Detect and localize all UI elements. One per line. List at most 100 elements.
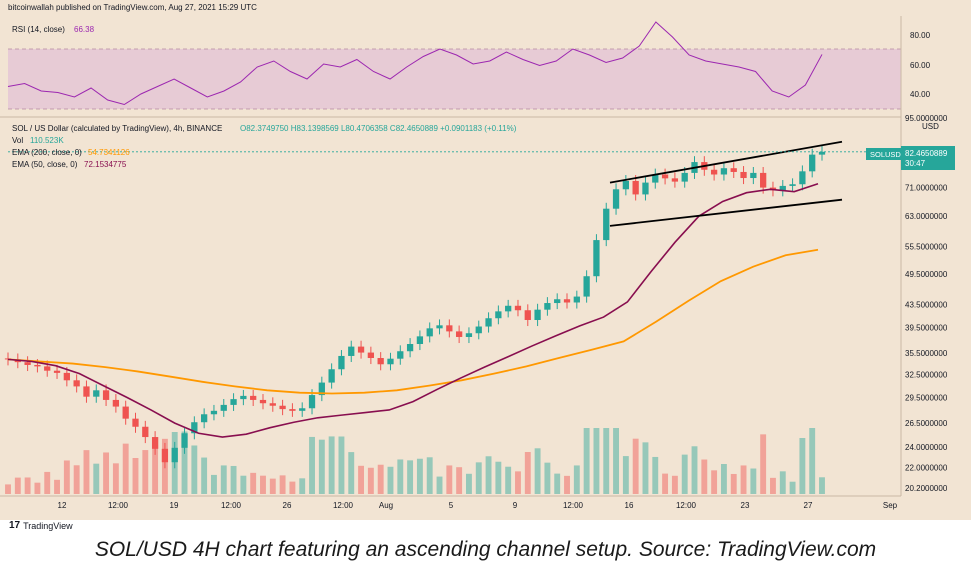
figure-caption: SOL/USD 4H chart featuring an ascending … bbox=[94, 538, 877, 561]
price-axis[interactable]: 95.0000000 USD 82.4650889 71.0000000 63.00… bbox=[905, 114, 948, 493]
candle-body bbox=[603, 208, 610, 241]
channel-upper-line[interactable] bbox=[609, 140, 843, 184]
price-tick-label: 29.5000000 bbox=[905, 393, 948, 402]
volume-bar bbox=[691, 446, 698, 494]
price-tick-label: 71.0000000 bbox=[905, 184, 948, 193]
candle-body bbox=[760, 172, 767, 188]
candle-body bbox=[534, 309, 541, 320]
volume-bar bbox=[652, 456, 659, 494]
volume-bar bbox=[515, 471, 521, 494]
volume-bar bbox=[34, 482, 41, 494]
volume-bar bbox=[240, 475, 247, 494]
candle-body bbox=[720, 168, 728, 175]
volume-bar bbox=[73, 465, 80, 494]
volume-bar bbox=[809, 428, 816, 494]
candle-body bbox=[563, 299, 571, 303]
volume-bar bbox=[289, 481, 296, 494]
volume-bar bbox=[730, 473, 737, 494]
price-tick-label: 22.0000000 bbox=[905, 464, 948, 473]
candle-body bbox=[505, 305, 512, 312]
candle-body bbox=[24, 362, 31, 365]
candle-body bbox=[240, 395, 247, 400]
candle-body bbox=[112, 399, 120, 407]
volume-bar bbox=[24, 477, 31, 494]
time-axis-label: 23 bbox=[741, 501, 750, 510]
candle-body bbox=[730, 168, 737, 172]
candle-body bbox=[4, 358, 12, 360]
channel-lower-line[interactable] bbox=[609, 198, 843, 227]
legend-symbol: SOL / US Dollar (calculated by TradingVi… bbox=[12, 124, 222, 133]
time-axis-label: 19 bbox=[170, 501, 179, 510]
candle-body bbox=[593, 240, 600, 277]
candle-body bbox=[514, 305, 522, 311]
volume-bar bbox=[544, 462, 551, 494]
volume-bar bbox=[632, 438, 639, 494]
candle-body bbox=[740, 171, 747, 179]
candle-body bbox=[406, 344, 414, 352]
volume-bar bbox=[720, 464, 727, 494]
candle-body bbox=[269, 403, 276, 406]
candle-body bbox=[132, 418, 139, 427]
candle-body bbox=[377, 358, 384, 365]
candle-body bbox=[161, 448, 169, 463]
candle-body bbox=[779, 185, 786, 191]
candle-body bbox=[524, 310, 531, 320]
volume-bar bbox=[211, 474, 217, 494]
volume-bar bbox=[191, 445, 198, 494]
volume-bar bbox=[112, 463, 119, 494]
candle-body bbox=[455, 331, 463, 337]
ema50-line bbox=[7, 182, 819, 438]
time-axis-label: 12:00 bbox=[108, 501, 129, 510]
time-axis-label: 5 bbox=[449, 501, 454, 510]
volume-bar bbox=[662, 473, 669, 494]
volume-bar bbox=[446, 465, 453, 494]
volume-bar bbox=[554, 473, 561, 494]
volume-bar bbox=[770, 477, 776, 494]
price-axis-currency: USD bbox=[922, 122, 939, 131]
candle-body bbox=[93, 390, 100, 397]
volume-bar bbox=[348, 452, 355, 494]
volume-bar bbox=[269, 478, 276, 494]
candle-body bbox=[789, 184, 796, 186]
candle-body bbox=[465, 333, 473, 337]
volume-bar bbox=[426, 457, 433, 494]
price-tag-symbol-bg bbox=[866, 148, 901, 160]
price-tick-label: 39.5000000 bbox=[905, 324, 948, 333]
volume-bar bbox=[397, 459, 404, 494]
volume-bar bbox=[779, 471, 786, 494]
page-background-lower bbox=[0, 520, 971, 570]
price-tag-symbol: SOLUSD bbox=[870, 150, 901, 159]
candle-body bbox=[416, 336, 424, 345]
volume-bar bbox=[642, 442, 649, 494]
volume-bar bbox=[44, 471, 51, 494]
candle-body bbox=[230, 399, 237, 405]
candle-body bbox=[573, 296, 580, 303]
published-header: bitcoinwallah published on TradingView.c… bbox=[8, 3, 257, 12]
candle-body bbox=[102, 390, 110, 400]
volume-bar bbox=[681, 454, 688, 494]
time-axis-label: 12:00 bbox=[676, 501, 697, 510]
price-tag-bg bbox=[901, 146, 955, 170]
rsi-band bbox=[8, 49, 901, 109]
candle-body bbox=[318, 382, 325, 396]
volume-bar bbox=[495, 461, 502, 494]
candle-body bbox=[809, 154, 816, 172]
volume-bar bbox=[181, 431, 188, 494]
time-axis[interactable]: 12 12:00 19 12:00 26 12:00 Aug 5 9 12:00 16 12:00 23… bbox=[58, 501, 898, 510]
rsi-label: RSI (14, close) bbox=[12, 25, 65, 34]
price-tick-label: 26.5000000 bbox=[905, 419, 948, 428]
price-tick-label: 43.5000000 bbox=[905, 301, 948, 310]
volume-bar bbox=[377, 464, 384, 494]
volume-bar bbox=[122, 443, 129, 494]
volume-bar bbox=[701, 459, 708, 494]
volume-bar bbox=[93, 463, 100, 494]
candle-body bbox=[612, 189, 620, 209]
candle-body bbox=[446, 325, 453, 332]
candle-body bbox=[632, 180, 639, 195]
volume-bar bbox=[387, 466, 394, 494]
volume-bar bbox=[583, 428, 590, 494]
rsi-tick-80: 80.00 bbox=[910, 31, 931, 40]
tradingview-logo[interactable]: 17 TradingView bbox=[9, 520, 73, 531]
volume-bar bbox=[799, 438, 806, 494]
volume-bar bbox=[465, 473, 472, 494]
